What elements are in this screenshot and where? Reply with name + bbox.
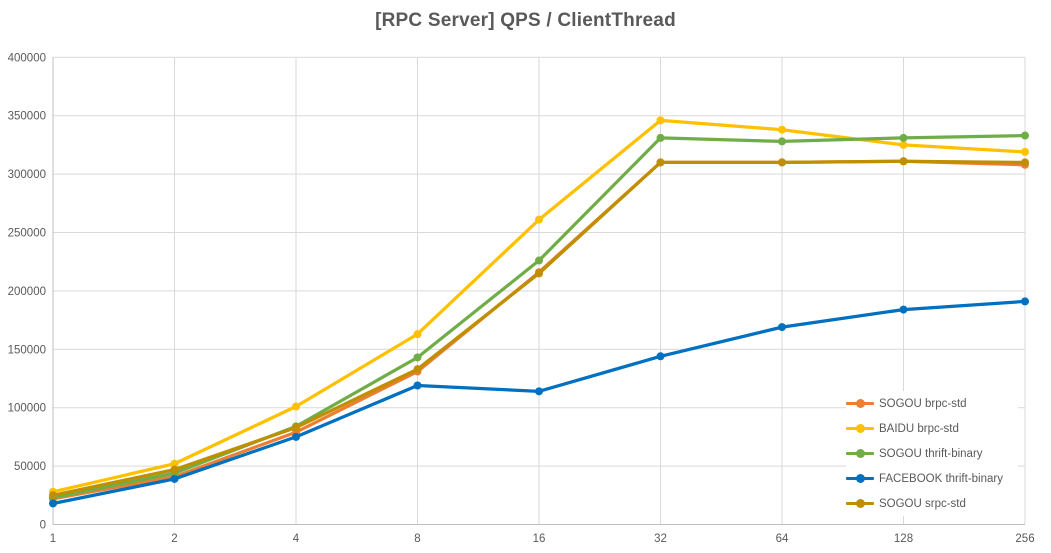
series-marker (778, 323, 786, 332)
legend-marker-icon (846, 499, 874, 508)
legend-dot-swatch (856, 424, 865, 433)
legend-label: SOGOU thrift-binary (879, 447, 983, 460)
series-marker (535, 387, 543, 396)
legend-item: FACEBOOK thrift-binary (846, 466, 1018, 491)
legend-label: SOGOU srpc-std (879, 497, 966, 510)
x-tick-label: 1 (50, 533, 56, 545)
series-marker (778, 158, 786, 167)
y-tick-label: 100000 (8, 403, 46, 415)
legend-marker-icon (846, 474, 874, 483)
series-marker (535, 256, 543, 265)
legend-item: SOGOU srpc-std (846, 491, 1018, 516)
x-tick-label: 32 (654, 533, 667, 545)
series-marker (778, 137, 786, 146)
series-marker (656, 133, 665, 142)
legend-marker-icon (846, 424, 874, 433)
series-marker (656, 116, 665, 125)
series-marker (899, 133, 908, 142)
x-tick-label: 128 (894, 533, 913, 545)
series-marker (413, 365, 422, 374)
series-marker (49, 499, 57, 508)
series-marker (1021, 158, 1029, 167)
legend-label: SOGOU brpc-std (879, 397, 967, 410)
x-tick-label: 16 (533, 533, 546, 545)
series-marker (170, 465, 179, 474)
series-marker (413, 381, 422, 390)
legend-label: BAIDU brpc-std (879, 422, 959, 435)
y-tick-label: 300000 (8, 169, 46, 181)
series-marker (1021, 297, 1029, 306)
series-marker (413, 330, 422, 339)
series-marker (899, 157, 908, 166)
y-tick-label: 400000 (8, 52, 46, 64)
series-marker (170, 474, 179, 483)
legend-item: SOGOU brpc-std (846, 391, 1018, 416)
x-tick-label: 4 (293, 533, 300, 545)
series-marker (899, 140, 908, 149)
legend: SOGOU brpc-std BAIDU brpc-std SOGOU thrift… (846, 391, 1018, 516)
series-marker (49, 491, 57, 500)
series-marker (1021, 147, 1029, 156)
x-tick-label: 2 (171, 533, 177, 545)
legend-item: SOGOU thrift-binary (846, 441, 1018, 466)
legend-marker-icon (846, 399, 874, 408)
series-marker (656, 352, 665, 361)
series-marker (535, 269, 543, 278)
y-tick-label: 50000 (14, 461, 46, 473)
series-marker (656, 158, 665, 167)
series-marker (292, 432, 300, 441)
chart-title: [RPC Server] QPS / ClientThread (375, 10, 676, 31)
legend-label: FACEBOOK thrift-binary (879, 472, 1003, 485)
x-tick-label: 8 (414, 533, 420, 545)
x-tick-label: 256 (1015, 533, 1034, 545)
y-tick-label: 250000 (8, 228, 46, 240)
x-tick-label: 64 (776, 533, 789, 545)
series-marker (292, 402, 300, 411)
legend-marker-icon (846, 449, 874, 458)
legend-dot-swatch (856, 499, 865, 508)
legend-item: BAIDU brpc-std (846, 416, 1018, 441)
y-tick-label: 350000 (8, 111, 46, 123)
series-marker (413, 353, 422, 362)
y-tick-label: 150000 (8, 344, 46, 356)
series-marker (1021, 131, 1029, 140)
y-tick-label: 0 (40, 520, 46, 532)
series-marker (535, 215, 543, 224)
legend-dot-swatch (856, 399, 865, 408)
series-marker (899, 305, 908, 314)
series-marker (170, 459, 179, 468)
series-marker (778, 125, 786, 134)
y-tick-label: 200000 (8, 286, 46, 298)
series-marker (292, 423, 300, 432)
legend-dot-swatch (856, 449, 865, 458)
legend-dot-swatch (856, 474, 865, 483)
